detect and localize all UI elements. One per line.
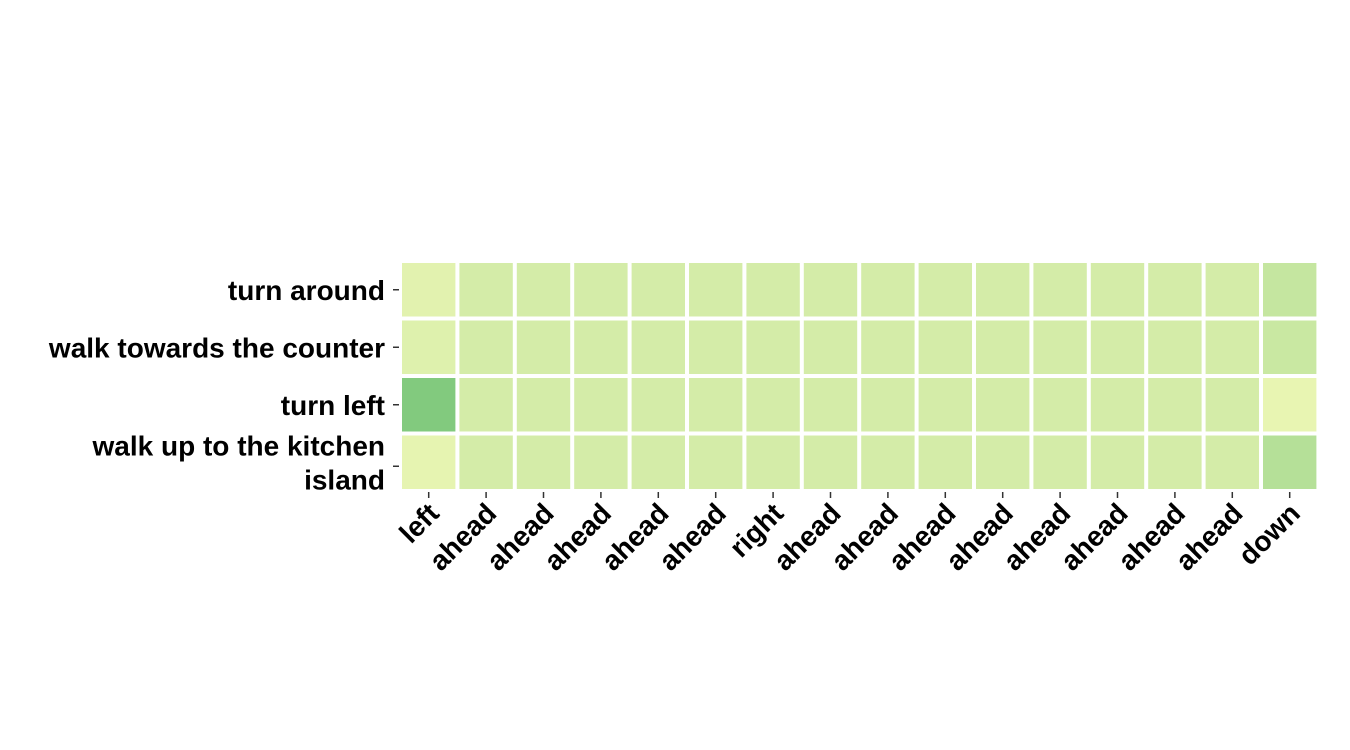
heatmap-cell-r2-c2 [516, 378, 571, 432]
heatmap-cell-r2-c13 [1148, 378, 1202, 432]
heatmap-cell-r1-c9 [918, 320, 972, 374]
heatmap-cell-r1-c7 [803, 320, 858, 374]
heatmap-cell-r2-c6 [746, 378, 800, 432]
heatmap-cell-r2-c4 [631, 378, 685, 432]
heatmap-cell-r0-c5 [689, 263, 743, 317]
heatmap-cell-r3-c13 [1148, 435, 1202, 489]
heatmap-cells [402, 263, 1317, 489]
heatmap-cell-r1-c6 [746, 320, 800, 374]
heatmap-cell-r0-c1 [459, 263, 513, 317]
y-tick-label: turn around [228, 275, 385, 306]
heatmap-cell-r2-c8 [861, 378, 915, 432]
heatmap-cell-r1-c3 [574, 320, 628, 374]
heatmap-cell-r2-c12 [1090, 378, 1145, 432]
heatmap-cell-r1-c12 [1090, 320, 1145, 374]
heatmap-cell-r1-c2 [516, 320, 571, 374]
x-axis-labels: leftaheadaheadaheadaheadaheadrightaheada… [393, 492, 1306, 576]
heatmap-cell-r1-c13 [1148, 320, 1202, 374]
heatmap-cell-r0-c12 [1090, 263, 1145, 317]
heatmap-cell-r3-c3 [574, 435, 628, 489]
y-tick-label: walk towards the counter [48, 332, 385, 363]
heatmap-cell-r1-c4 [631, 320, 685, 374]
heatmap-cell-r3-c12 [1090, 435, 1145, 489]
heatmap-cell-r1-c5 [689, 320, 743, 374]
heatmap-cell-r0-c6 [746, 263, 800, 317]
heatmap-cell-r3-c10 [976, 435, 1030, 489]
heatmap-cell-r0-c15 [1263, 263, 1317, 317]
heatmap-cell-r0-c13 [1148, 263, 1202, 317]
heatmap-cell-r3-c5 [689, 435, 743, 489]
x-tick-label: ahead [1169, 497, 1248, 576]
heatmap-cell-r3-c11 [1033, 435, 1087, 489]
heatmap-cell-r0-c0 [402, 263, 456, 317]
heatmap-cell-r3-c2 [516, 435, 571, 489]
heatmap-cell-r0-c8 [861, 263, 915, 317]
x-tick-label: ahead [653, 497, 732, 576]
heatmap-cell-r3-c9 [918, 435, 972, 489]
y-axis-labels: turn around walk towards the counter turn … [48, 275, 399, 495]
heatmap-cell-r2-c15 [1263, 378, 1317, 432]
heatmap-cell-r2-c0 [402, 378, 456, 432]
heatmap-cell-r0-c3 [574, 263, 628, 317]
heatmap-cell-r3-c15 [1263, 435, 1317, 489]
heatmap-cell-r3-c8 [861, 435, 915, 489]
heatmap-cell-r2-c10 [976, 378, 1030, 432]
heatmap-cell-r1-c0 [402, 320, 456, 374]
heatmap-cell-r2-c1 [459, 378, 513, 432]
heatmap-cell-r1-c11 [1033, 320, 1087, 374]
heatmap-cell-r3-c1 [459, 435, 513, 489]
heatmap-cell-r2-c14 [1205, 378, 1259, 432]
heatmap-cell-r2-c9 [918, 378, 972, 432]
heatmap-cell-r2-c7 [803, 378, 858, 432]
x-tick-label: down [1232, 497, 1306, 571]
heatmap-cell-r2-c5 [689, 378, 743, 432]
heatmap-cell-r3-c14 [1205, 435, 1259, 489]
heatmap-cell-r2-c3 [574, 378, 628, 432]
y-tick-label: turn left [281, 390, 385, 421]
y-tick-label: walk up to the kitchen island [92, 430, 385, 495]
heatmap-cell-r0-c14 [1205, 263, 1259, 317]
heatmap-cell-r0-c11 [1033, 263, 1087, 317]
heatmap-cell-r0-c9 [918, 263, 972, 317]
heatmap-cell-r1-c10 [976, 320, 1030, 374]
heatmap-cell-r1-c1 [459, 320, 513, 374]
heatmap-cell-r0-c4 [631, 263, 685, 317]
heatmap-cell-r3-c7 [803, 435, 858, 489]
heatmap-cell-r3-c6 [746, 435, 800, 489]
heatmap-cell-r1-c15 [1263, 320, 1317, 374]
heatmap-cell-r0-c7 [803, 263, 858, 317]
heatmap-cell-r0-c10 [976, 263, 1030, 317]
heatmap-cell-r1-c14 [1205, 320, 1259, 374]
heatmap-cell-r1-c8 [861, 320, 915, 374]
heatmap-cell-r0-c2 [516, 263, 571, 317]
heatmap-cell-r2-c11 [1033, 378, 1087, 432]
heatmap-cell-r3-c4 [631, 435, 685, 489]
heatmap-cell-r3-c0 [402, 435, 456, 489]
